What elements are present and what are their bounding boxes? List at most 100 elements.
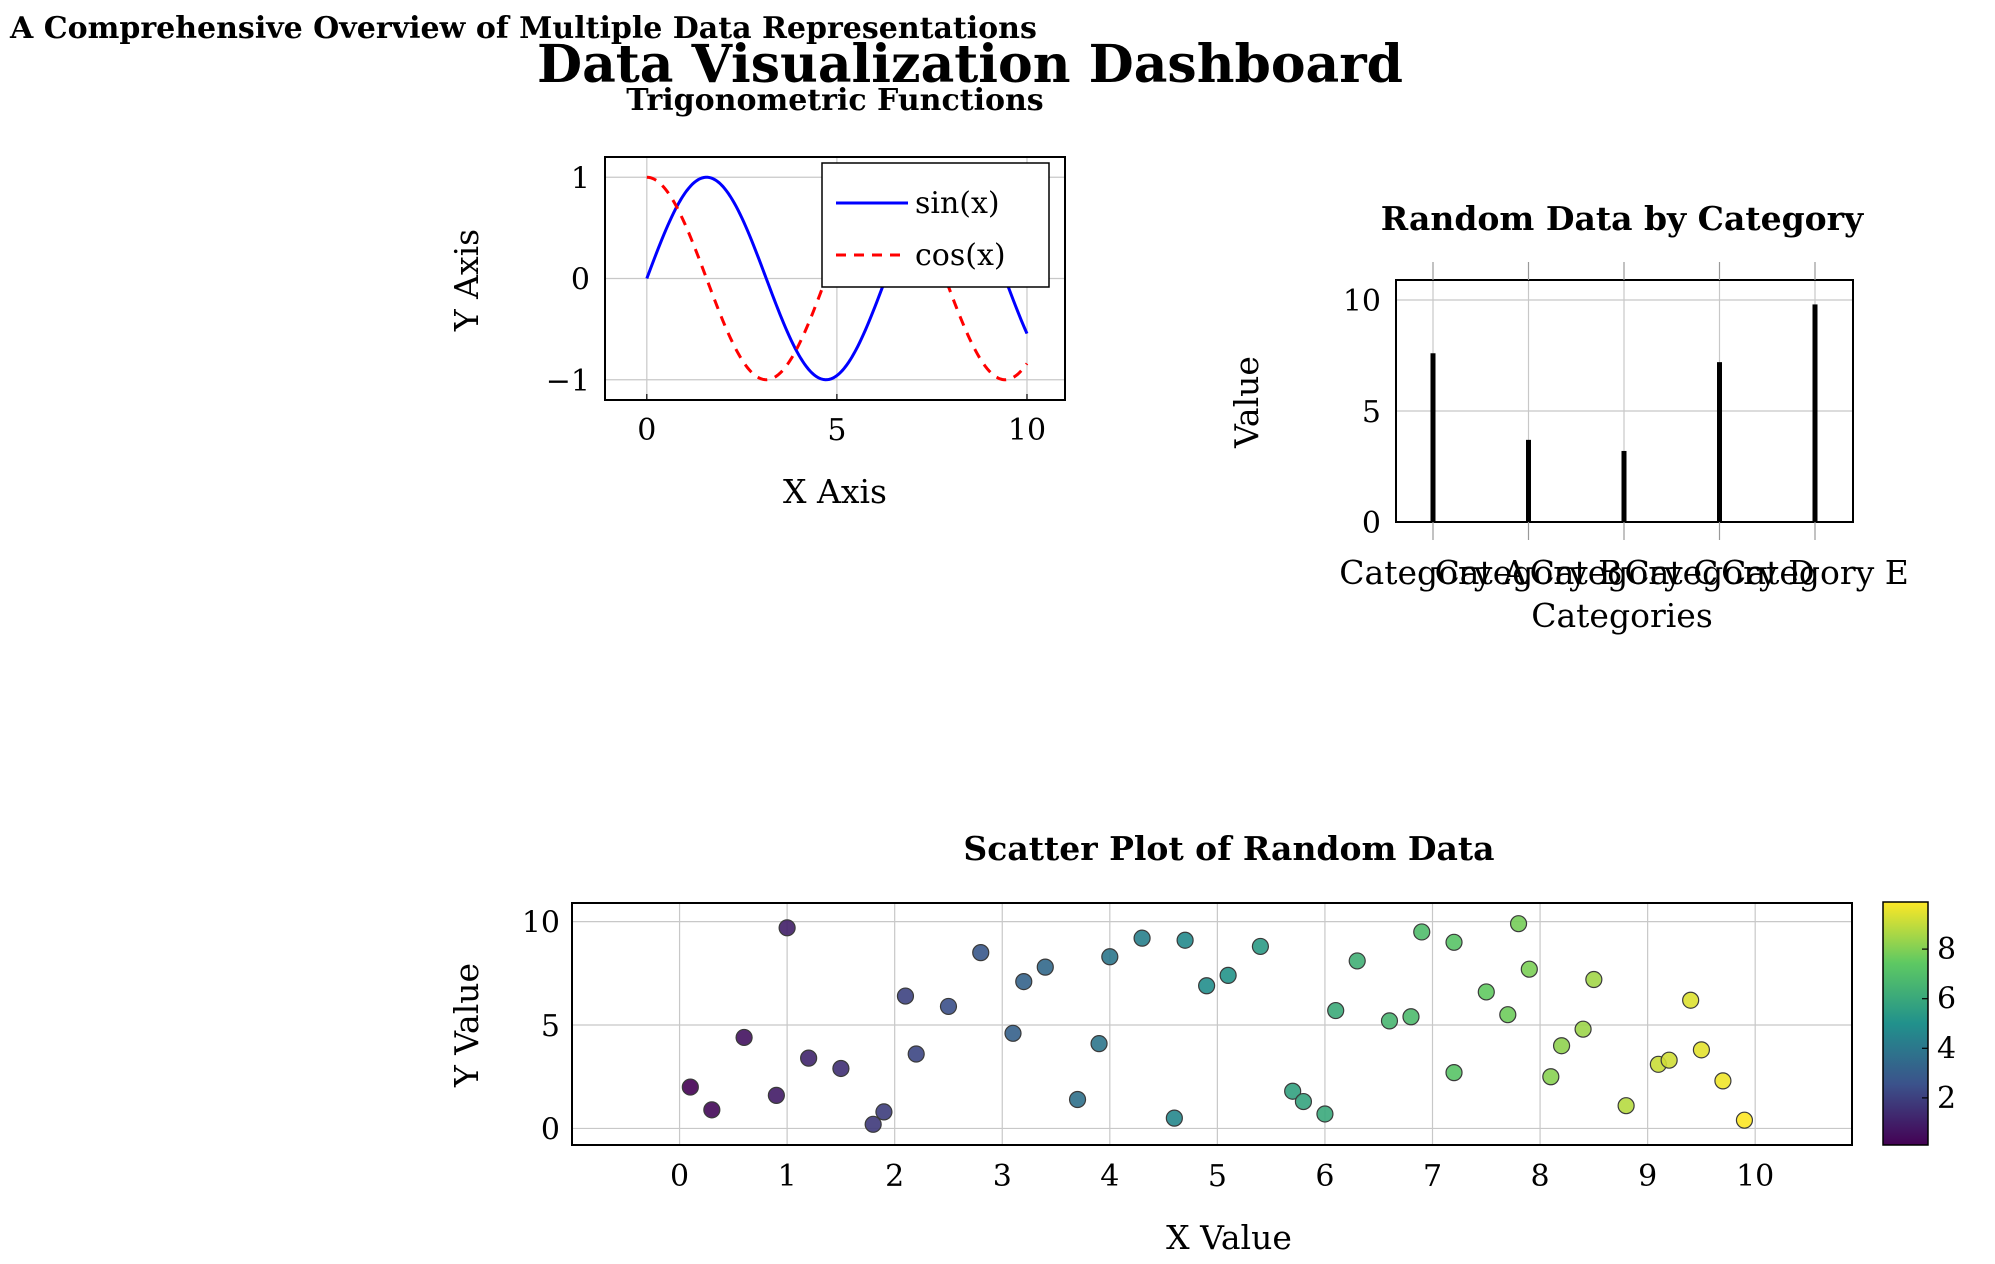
scatter-point: [1617, 1097, 1635, 1115]
trig-xtick-label: 10: [1008, 413, 1046, 448]
scatter-ticks: 0 1 2 3 4 5 6 7 8 9 10 0 5 10: [522, 906, 1774, 1194]
trig-ytick-label: 1: [571, 161, 590, 196]
scatter-point: [907, 1045, 925, 1063]
scatter-point: [1165, 1109, 1183, 1127]
scatter-point: [875, 1103, 893, 1121]
scatter-point: [1660, 1051, 1678, 1069]
trig-xtick-label: 0: [637, 413, 656, 448]
scatter-point: [832, 1059, 850, 1078]
scatter-point: [1348, 952, 1366, 970]
scatter-point: [1552, 1037, 1571, 1055]
scatter-point: [1176, 931, 1194, 949]
scatter-xtick-label: 4: [1100, 1159, 1119, 1194]
bar-xtick-label: Category D: [1624, 553, 1814, 592]
scatter-point: [1284, 1082, 1302, 1100]
scatter-point: [1219, 966, 1237, 984]
trig-ticks: 0 5 10 −1 0 1: [546, 161, 1046, 448]
scatter-point: [681, 1078, 699, 1096]
trig-ytick-label: −1: [546, 364, 590, 399]
scatter-point: [1499, 1006, 1517, 1024]
bar-xtick-label: Category E: [1721, 553, 1909, 592]
scatter-point: [1735, 1111, 1754, 1129]
bar-chart-title: Random Data by Category: [1381, 199, 1864, 238]
bar-ytick-label: 5: [1362, 395, 1381, 430]
scatter-point: [1004, 1024, 1022, 1042]
scatter-point: [1402, 1008, 1420, 1026]
scatter-point: [1682, 991, 1700, 1009]
scatter-grid: [572, 903, 1852, 1145]
scatter-point: [864, 1115, 882, 1133]
scatter-point: [735, 1028, 753, 1047]
trig-xlabel: X Axis: [783, 472, 887, 511]
trig-ylabel: Y Axis: [447, 229, 486, 332]
bar-ytick-label: 0: [1362, 506, 1381, 541]
scatter-point: [1714, 1072, 1732, 1090]
trig-xtick-label: 5: [827, 413, 846, 448]
scatter-point: [800, 1049, 818, 1067]
scatter-xtick-label: 1: [778, 1159, 797, 1194]
colorbar-tick-label: 2: [1937, 1081, 1956, 1116]
dashboard-title: Data Visualization Dashboard: [537, 34, 1403, 95]
bar-xtick-label: Category B: [1435, 553, 1623, 592]
colorbar-tick-label: 6: [1937, 982, 1956, 1017]
bar-xtick-label: Category A: [1339, 553, 1528, 592]
bar-xtick-label: Category C: [1530, 553, 1719, 592]
scatter-point: [767, 1086, 785, 1104]
trig-legend: sin(x) cos(x): [821, 162, 1050, 288]
colorbar-tick-label: 8: [1937, 932, 1956, 967]
scatter-point: [1542, 1068, 1560, 1086]
scatter-points: [681, 915, 1754, 1133]
scatter-chart: Scatter Plot of Random Data 0 1 2 3 4 5 6 7 8 9 10…: [447, 829, 1956, 1257]
scatter-point: [1692, 1041, 1711, 1059]
scatter-xtick-label: 0: [670, 1159, 689, 1194]
scatter-xtick-label: 7: [1423, 1159, 1442, 1194]
trig-ytick-label: 0: [571, 263, 590, 298]
scatter-point: [1068, 1090, 1087, 1109]
scatter-point: [1445, 933, 1463, 951]
trig-chart-title: Trigonometric Functions: [626, 83, 1043, 118]
bar-category-d: [1717, 362, 1722, 522]
super-title: A Comprehensive Overview of Multiple Dat…: [9, 11, 1037, 46]
scatter-point: [1477, 983, 1495, 1001]
trig-series-cos: [646, 175, 1029, 382]
scatter-ytick-label: 5: [541, 1009, 560, 1044]
scatter-point: [1380, 1012, 1399, 1030]
scatter-point: [1036, 958, 1054, 976]
scatter-xtick-label: 6: [1315, 1159, 1334, 1194]
scatter-point: [1520, 960, 1538, 978]
scatter-point: [1294, 1092, 1313, 1111]
scatter-xtick-label: 10: [1736, 1159, 1774, 1194]
scatter-point: [1133, 929, 1151, 947]
trig-chart: Trigonometric Functions 0 5 10 −1 0 1 sin(x) …: [447, 83, 1066, 511]
scatter-point: [1327, 1001, 1345, 1020]
scatter-xtick-label: 8: [1531, 1159, 1550, 1194]
scatter-point: [778, 919, 796, 937]
bar-category-a: [1430, 353, 1436, 522]
scatter-xtick-label: 3: [993, 1159, 1012, 1194]
bar-ylabel: Value: [1227, 356, 1266, 449]
scatter-point: [1509, 915, 1528, 933]
legend-sin-label: sin(x): [915, 186, 1000, 221]
bar-category-e: [1812, 304, 1818, 522]
scatter-xlabel: X Value: [1166, 1218, 1292, 1257]
bar-chart: Random Data by Category Category ACatego…: [1227, 199, 1909, 635]
colorbar-tick-label: 4: [1937, 1031, 1956, 1066]
legend-cos-label: cos(x): [915, 238, 1006, 273]
scatter-point: [1090, 1035, 1108, 1053]
bar-bars: [1430, 304, 1818, 522]
scatter-point: [896, 987, 915, 1005]
scatter-ylabel: Y Value: [447, 963, 486, 1088]
scatter-ytick-label: 0: [541, 1112, 560, 1147]
scatter-point: [939, 997, 958, 1016]
scatter-point: [1585, 970, 1603, 989]
colorbar: [1882, 901, 1929, 1146]
scatter-point: [1413, 923, 1431, 941]
scatter-plot-frame: [571, 902, 1853, 1146]
scatter-ytick-label: 10: [522, 906, 560, 941]
scatter-point: [1445, 1064, 1463, 1082]
bar-xlabel: Categories: [1531, 596, 1713, 635]
scatter-point: [1574, 1020, 1592, 1038]
trig-legend-box: [821, 162, 1050, 288]
